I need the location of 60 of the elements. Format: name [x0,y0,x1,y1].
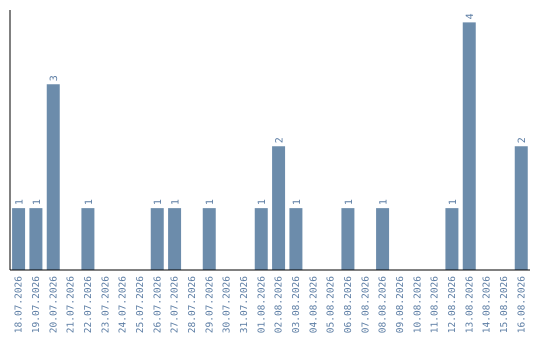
bar [254,208,268,270]
bar [202,208,216,270]
x-tick-label: 19.07.2026 [31,276,42,334]
x-tick-label: 04.08.2026 [308,276,320,334]
data-label: 3 [49,75,60,82]
x-tick-label: 27.07.2026 [170,276,181,334]
bar [46,84,60,270]
x-tick-label: 24.07.2026 [118,276,129,334]
x-tick-label: 02.08.2026 [274,276,285,334]
x-tick-label: 07.08.2026 [360,276,372,334]
data-label: 2 [517,137,528,144]
bar [376,208,390,270]
data-label: 1 [378,199,390,206]
bar [445,208,458,270]
x-tick-label: 30.07.2026 [222,276,233,334]
x-tick-label: 08.08.2026 [378,276,389,334]
data-label: 1 [153,199,164,206]
data-label: 1 [170,199,182,206]
data-label: 1 [32,199,43,206]
x-tick-label: 22.07.2026 [83,276,94,334]
x-tick-label: 01.08.2026 [256,276,268,334]
x-tick-label: 23.07.2026 [100,276,112,334]
x-tick-label: 03.08.2026 [291,276,302,334]
data-label: 1 [448,199,459,206]
x-tick-label: 05.08.2026 [326,276,337,334]
x-tick-label: 10.08.2026 [412,276,424,334]
x-tick-label: 14.08.2026 [482,276,493,334]
bar [12,208,26,270]
x-tick-label: 12.08.2026 [447,276,458,334]
x-tick-label: 11.08.2026 [430,276,441,334]
data-label: 1 [344,199,355,206]
x-tick-label: 09.08.2026 [395,276,406,334]
x-tick-label: 20.07.2026 [48,276,60,334]
data-label: 1 [257,199,268,206]
data-label: 1 [84,199,95,206]
x-tick-label: 29.07.2026 [204,276,216,334]
x-tick-label: 31.07.2026 [239,276,250,334]
data-label: 2 [274,137,286,144]
bar [29,208,42,270]
bar [462,22,476,270]
bar [272,146,286,270]
x-tick-label: 15.08.2026 [499,276,510,334]
bar [150,208,164,270]
bar [289,208,302,270]
x-tick-label: 18.07.2026 [14,276,25,334]
x-tick-label: 28.07.2026 [187,276,198,334]
x-tick-label: 25.07.2026 [135,276,146,334]
bar [168,208,182,270]
x-tick-label: 13.08.2026 [464,276,476,334]
x-tick-label: 26.07.2026 [152,276,164,334]
bar [81,208,94,270]
x-tick-label: 16.08.2026 [516,276,528,334]
data-label: 1 [205,199,216,206]
x-tick-label: 21.07.2026 [66,276,77,334]
data-label: 4 [465,13,476,20]
data-label: 1 [292,199,303,206]
bar [341,208,354,270]
data-label: 1 [14,199,26,206]
bar [514,146,528,270]
x-tick-label: 06.08.2026 [343,276,354,334]
